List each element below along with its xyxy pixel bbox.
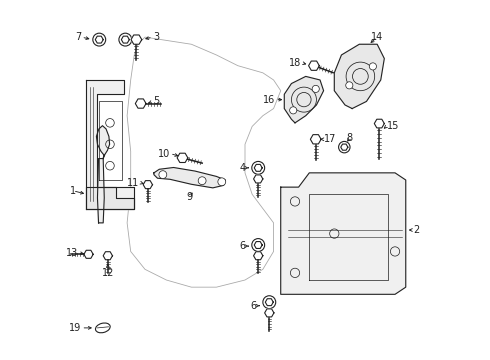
Polygon shape <box>265 309 274 317</box>
Text: 10: 10 <box>158 149 170 158</box>
Circle shape <box>339 141 350 153</box>
Text: 8: 8 <box>346 133 353 143</box>
Circle shape <box>159 171 167 179</box>
Circle shape <box>252 239 265 251</box>
Text: 3: 3 <box>153 32 159 42</box>
Text: 12: 12 <box>101 268 114 278</box>
Polygon shape <box>86 187 134 208</box>
Text: 17: 17 <box>324 134 337 144</box>
Circle shape <box>290 107 297 114</box>
Text: 11: 11 <box>127 177 140 188</box>
Ellipse shape <box>96 323 110 333</box>
Polygon shape <box>177 153 188 162</box>
Polygon shape <box>284 76 323 123</box>
Text: 14: 14 <box>371 32 383 42</box>
Text: 15: 15 <box>387 121 399 131</box>
Polygon shape <box>154 167 225 188</box>
Text: 9: 9 <box>187 192 193 202</box>
Polygon shape <box>97 126 110 158</box>
Polygon shape <box>131 35 142 44</box>
Polygon shape <box>84 250 93 258</box>
Polygon shape <box>374 119 384 128</box>
Text: 1: 1 <box>70 186 76 196</box>
Circle shape <box>119 33 132 46</box>
Polygon shape <box>135 99 146 108</box>
Polygon shape <box>253 252 263 260</box>
Circle shape <box>346 82 353 89</box>
Text: 19: 19 <box>69 323 81 333</box>
Polygon shape <box>253 175 263 183</box>
Polygon shape <box>86 80 134 208</box>
Text: 13: 13 <box>66 248 78 258</box>
Text: 6: 6 <box>240 241 245 251</box>
Circle shape <box>252 161 265 174</box>
Text: 18: 18 <box>289 58 301 68</box>
Circle shape <box>263 296 276 309</box>
Text: 6: 6 <box>250 301 256 311</box>
Polygon shape <box>98 158 104 223</box>
Polygon shape <box>310 135 321 144</box>
Polygon shape <box>143 181 152 189</box>
Circle shape <box>93 33 106 46</box>
Polygon shape <box>309 61 319 70</box>
Text: 4: 4 <box>240 163 245 173</box>
Circle shape <box>198 177 206 185</box>
Circle shape <box>312 85 319 93</box>
Text: 16: 16 <box>263 95 275 105</box>
Circle shape <box>369 63 376 70</box>
Polygon shape <box>281 173 406 294</box>
Circle shape <box>218 178 226 186</box>
Text: 2: 2 <box>414 225 420 235</box>
Polygon shape <box>103 252 113 260</box>
Text: 7: 7 <box>75 32 81 42</box>
Text: 5: 5 <box>153 96 159 107</box>
Polygon shape <box>334 44 384 109</box>
